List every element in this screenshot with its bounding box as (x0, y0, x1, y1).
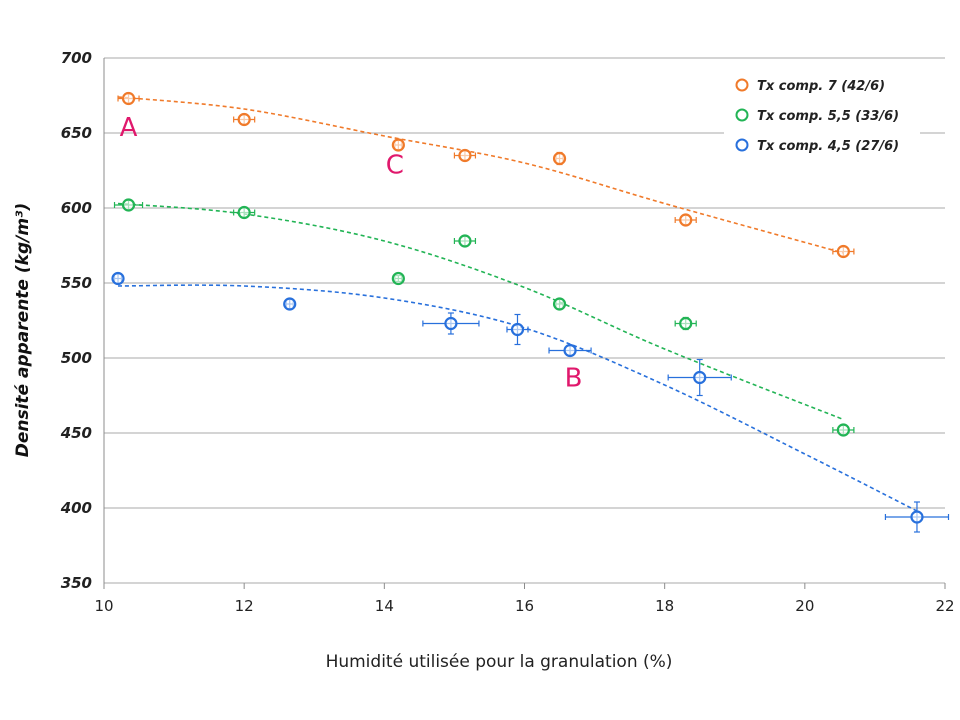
data-point (679, 316, 693, 331)
data-point (111, 271, 125, 286)
legend-label: Tx comp. 5,5 (33/6) (757, 109, 899, 124)
legend-label: Tx comp. 4,5 (27/6) (757, 139, 899, 154)
y-tick-label: 600 (61, 199, 92, 217)
x-axis-title: Humidité utilisée pour la granulation (%… (326, 652, 673, 672)
legend-label: Tx comp. 7 (42/6) (757, 79, 885, 94)
data-point (444, 316, 458, 331)
data-point (458, 148, 472, 163)
legend: Tx comp. 7 (42/6) Tx comp. 5,5 (33/6) Tx c… (724, 66, 920, 162)
data-point (391, 271, 405, 286)
data-point (458, 234, 472, 248)
annotations: A C B (120, 113, 583, 394)
x-tick-label: 16 (515, 597, 534, 615)
annotation-label: C (386, 151, 404, 181)
y-tick-label: 700 (61, 49, 92, 67)
data-point (552, 151, 567, 166)
x-tick-label: 22 (935, 597, 954, 615)
x-tick-label: 20 (795, 597, 814, 615)
y-tick-label: 400 (60, 499, 92, 517)
trend-lines (117, 96, 918, 512)
data-point (910, 510, 924, 524)
data-point (510, 322, 525, 337)
axes: 350 400 450 500 550 600 650 700 10 12 14 16 18 20 22 (60, 49, 955, 615)
legend-marker (735, 108, 749, 122)
y-tick-label: 550 (61, 274, 92, 292)
data-point (836, 244, 850, 259)
x-tick-label: 14 (375, 597, 394, 615)
legend-box (724, 66, 920, 162)
y-tick-label: 500 (61, 349, 92, 367)
data-point (121, 91, 136, 106)
annotation-label: B (565, 364, 583, 394)
x-tick-label: 18 (655, 597, 674, 615)
data-point (237, 205, 251, 220)
trend-line-2 (118, 284, 918, 512)
trend-line-0 (117, 96, 844, 254)
y-axis-title: Densité apparente (kg/m³) (13, 203, 33, 458)
x-tick-label: 12 (235, 597, 254, 615)
data-points (111, 91, 924, 524)
data-point (563, 343, 577, 358)
y-tick-label: 650 (61, 124, 92, 142)
trend-line-1 (117, 202, 844, 421)
x-tick-label: 10 (94, 597, 113, 615)
data-point (121, 198, 136, 212)
legend-marker (735, 138, 749, 152)
data-point (693, 370, 707, 385)
annotation-label: A (120, 113, 138, 143)
data-point (552, 297, 567, 311)
data-point (283, 297, 297, 311)
data-point (391, 138, 405, 152)
legend-marker (735, 78, 749, 92)
data-point (679, 213, 693, 227)
y-tick-label: 350 (61, 574, 92, 592)
data-point (836, 423, 850, 437)
y-tick-label: 450 (60, 424, 92, 442)
data-point (237, 112, 251, 127)
